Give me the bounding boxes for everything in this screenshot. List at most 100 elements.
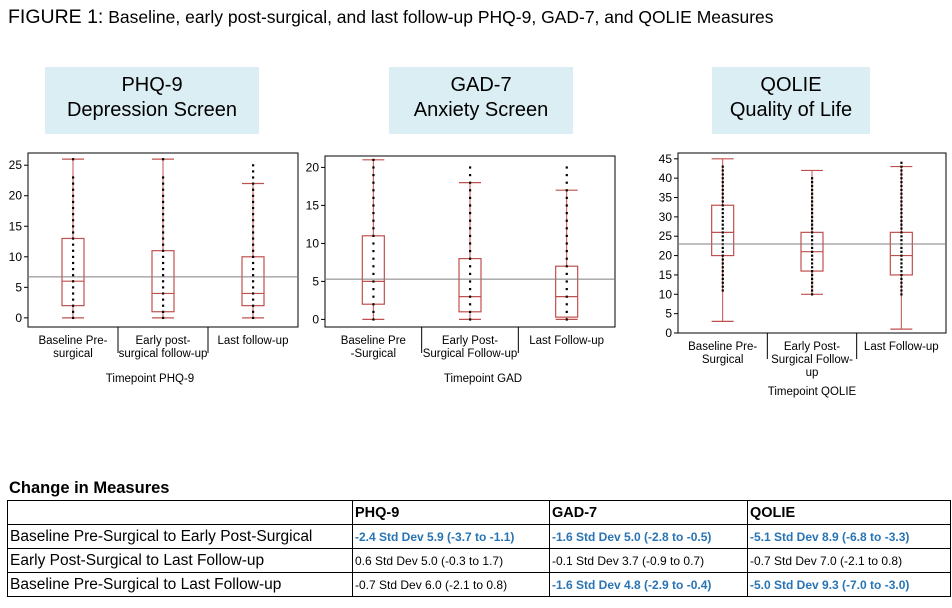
x-category-label: Baseline Pre-: [38, 335, 107, 347]
data-point: [900, 188, 903, 191]
x-category-label: Surgical: [702, 354, 744, 366]
data-point: [372, 295, 375, 298]
data-point: [565, 234, 568, 237]
data-point: [811, 192, 814, 195]
data-point: [721, 204, 724, 207]
data-point: [900, 285, 903, 288]
change-table: PHQ-9 GAD-7 QOLIE Baseline Pre-Surgical …: [7, 500, 951, 597]
data-point: [721, 270, 724, 273]
data-point: [162, 237, 165, 240]
data-point: [900, 273, 903, 277]
y-tick-label: 0: [312, 312, 319, 326]
data-point: [900, 246, 903, 250]
box-group: [361, 158, 385, 321]
data-point: [72, 213, 75, 216]
x-axis-title: Timepoint GAD: [444, 373, 522, 385]
data-point: [811, 223, 814, 226]
data-point: [162, 274, 165, 277]
data-point: [721, 208, 724, 211]
data-point: [565, 288, 568, 291]
data-point: [811, 254, 814, 257]
plot-frame: [677, 152, 947, 334]
data-point: [162, 292, 165, 295]
panel-label-phq9: PHQ-9 Depression Screen: [45, 67, 259, 134]
table-row: Early Post-Surgical to Last Follow-up 0.…: [7, 548, 951, 573]
data-point: [72, 274, 75, 277]
data-point: [565, 166, 568, 169]
data-point: [162, 298, 165, 301]
box-group: [241, 164, 265, 320]
y-tick-label: 15: [306, 198, 320, 212]
figure-label: FIGURE 1:: [8, 6, 104, 28]
data-point: [162, 304, 165, 307]
data-point: [252, 231, 255, 234]
data-point: [252, 182, 255, 185]
data-point: [372, 242, 375, 245]
data-point: [811, 219, 814, 222]
data-point: [721, 231, 724, 234]
data-point: [811, 200, 814, 203]
data-point: [565, 265, 568, 268]
data-point: [721, 165, 724, 168]
data-point: [469, 196, 472, 199]
data-point: [811, 262, 814, 265]
data-point: [565, 303, 568, 306]
data-point: [811, 281, 814, 284]
box-group: [711, 158, 735, 322]
data-point: [372, 303, 375, 306]
data-point: [900, 165, 903, 168]
y-tick-label: 40: [659, 171, 673, 185]
box-group: [555, 166, 579, 321]
data-point: [721, 277, 724, 281]
chart-panel-3: 0 5 10 15 20 25 30 35 40 45 Baseline Pre-Surgical E…: [659, 152, 947, 398]
data-point: [162, 206, 165, 210]
data-point: [372, 288, 375, 291]
table-header-row: PHQ-9 GAD-7 QOLIE: [7, 500, 951, 525]
data-point: [469, 272, 472, 275]
table-header-qolie: QOLIE: [747, 500, 951, 525]
data-point: [565, 310, 568, 313]
plot-frame: [324, 155, 616, 328]
data-point: [469, 242, 472, 245]
data-point: [721, 184, 724, 188]
panel-label-line: Depression Screen: [66, 99, 238, 121]
data-point: [252, 310, 255, 313]
y-tick-label: 20: [306, 160, 320, 174]
data-point: [721, 181, 724, 184]
data-point: [162, 268, 165, 271]
data-point: [565, 204, 568, 207]
panel-label-line: PHQ-9: [121, 74, 183, 96]
data-point: [469, 219, 472, 222]
data-point: [721, 273, 724, 277]
data-point: [811, 235, 814, 238]
data-point: [900, 184, 903, 188]
data-point: [72, 200, 75, 204]
data-point: [811, 250, 814, 253]
box-group: [889, 161, 913, 330]
data-point: [565, 295, 568, 298]
y-tick-label: 45: [659, 152, 673, 166]
boxplot-charts: 0 5 10 15 20 25 Baseline Pre-surgical Early pos…: [9, 152, 947, 398]
data-point: [252, 316, 255, 320]
data-point: [900, 293, 903, 296]
x-axis-title: Timepoint QOLIE: [768, 386, 857, 398]
change-table-title: Change in Measures: [9, 479, 170, 497]
data-point: [565, 250, 568, 253]
data-point: [72, 316, 75, 320]
data-point: [252, 274, 255, 277]
data-point: [72, 237, 75, 240]
data-point: [811, 239, 814, 242]
data-point: [72, 280, 75, 283]
data-point: [252, 225, 255, 228]
data-point: [900, 254, 903, 257]
data-point: [565, 257, 568, 260]
table-row-label: Baseline Pre-Surgical to Early Post-Surg…: [7, 524, 353, 549]
data-point: [721, 281, 724, 284]
y-tick-label: 15: [659, 268, 673, 282]
data-point: [162, 255, 165, 258]
box-group: [458, 166, 482, 321]
data-point: [900, 270, 903, 273]
y-tick-label: 15: [9, 219, 23, 233]
panel-label-line: Quality of Life: [729, 99, 853, 121]
panel-label-gad7: GAD-7 Anxiety Screen: [389, 67, 573, 134]
